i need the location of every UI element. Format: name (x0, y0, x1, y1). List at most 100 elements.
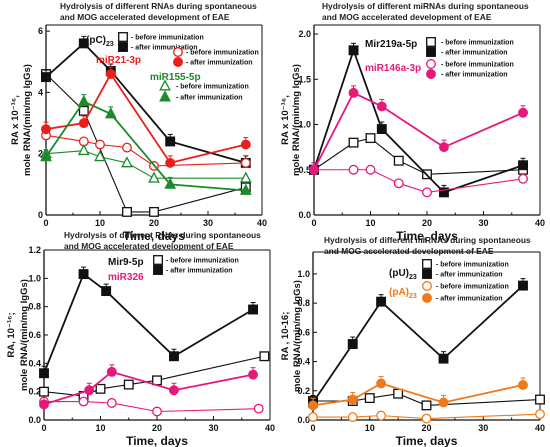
legend-marker-after (159, 90, 171, 102)
data-point-before (239, 171, 252, 183)
legend-text-before: - before immunization (436, 262, 509, 269)
legend-text-before: - before immunization (441, 62, 514, 69)
data-point-before (348, 137, 359, 148)
chart-title-line: Hydrolysis of different RNAs during spon… (60, 1, 257, 11)
legend-marker-before (422, 259, 432, 269)
x-tick-label: 10 (95, 218, 105, 228)
data-point-after (518, 160, 529, 171)
y-axis-label-line: mole RNA/(min/mg IgGs) (291, 64, 302, 176)
data-point-after (168, 351, 179, 362)
legend-marker-before (173, 47, 183, 57)
series-name-label: (pA)23 (389, 287, 417, 300)
series-name-label: miR21-3p (96, 55, 141, 66)
data-point-before (348, 164, 359, 175)
data-point-after (41, 124, 51, 135)
y-tick-label: 0.2 (297, 386, 310, 396)
series-line-before (313, 137, 524, 175)
data-point-before (393, 388, 404, 399)
legend-text-after: - after immunization (131, 45, 198, 52)
data-point-after (240, 139, 251, 150)
data-point-after (78, 269, 89, 280)
series-name-label: (pC)23 (86, 35, 114, 48)
data-point-after (164, 177, 177, 189)
data-point-after (348, 45, 359, 56)
y-tick-label: 4 (38, 87, 43, 97)
series-name-label: miR155-5p (150, 72, 201, 83)
chart-title-line: and MOG accelerated development of EAE (324, 246, 494, 256)
data-point-after (40, 150, 52, 162)
data-point-before (148, 171, 160, 183)
x-axis-label: Time, days (123, 229, 185, 243)
y-tick-label: 1.0 (28, 273, 41, 283)
x-tick-label: 10 (365, 423, 375, 433)
data-point-before (535, 394, 545, 405)
data-point-after (78, 118, 89, 129)
x-axis-label: Time, days (396, 434, 458, 447)
data-point-before (121, 156, 133, 168)
series-line-after (313, 91, 524, 171)
data-point-before (253, 403, 264, 414)
data-point-before (365, 164, 376, 175)
data-point-after (518, 107, 529, 118)
x-tick-label: 40 (535, 423, 545, 433)
y-tick-label: 6 (38, 26, 43, 36)
data-point-before (393, 155, 404, 166)
y-tick-label: 1.0 (298, 120, 311, 130)
x-tick-label: 0 (310, 423, 315, 433)
x-tick-label: 20 (149, 218, 159, 228)
data-point-before (122, 206, 132, 217)
data-point-after (41, 72, 51, 83)
chart-title-line: Hydrolysis of different miRNAs during sp… (322, 1, 529, 11)
legend-text-after: - after immunization (176, 95, 243, 102)
x-tick-label: 30 (208, 423, 218, 433)
data-point-before (122, 142, 132, 153)
data-point-after (376, 124, 387, 134)
data-point-before (422, 187, 432, 198)
y-tick-label: 2 (38, 149, 43, 159)
data-point-before (95, 383, 106, 394)
data-point-after (84, 385, 95, 396)
chart-panel-3: Hydrolysis of different RNAs during spon… (6, 230, 275, 447)
data-point-after (165, 136, 176, 147)
x-tick-label: 30 (203, 218, 213, 228)
legend-text-after: - after immunization (436, 296, 503, 303)
data-point-before (259, 351, 270, 362)
data-point-before (421, 400, 432, 411)
legend-marker-after (153, 265, 163, 275)
data-point-before (393, 178, 404, 189)
chart-panel-1: Hydrolysis of different RNAs during spon… (10, 1, 267, 243)
data-point-before (240, 157, 251, 168)
data-point-before (78, 105, 89, 116)
legend-text-after: - after immunization (441, 50, 508, 57)
legend-marker-before (426, 37, 436, 47)
x-axis-label: Time, days (126, 434, 188, 447)
x-tick-label: 0 (43, 218, 48, 228)
data-point-before (152, 375, 162, 386)
data-point-after (165, 157, 176, 168)
data-point-before (106, 398, 117, 408)
data-point-before (123, 379, 134, 390)
y-tick-label: 0.2 (28, 387, 41, 397)
series-name-label: miR146a-3p (365, 63, 421, 74)
data-point-before (149, 206, 159, 217)
data-point-after (347, 339, 358, 349)
data-point-after (101, 286, 112, 297)
y-tick-label: 0.0 (298, 210, 311, 220)
legend-marker-before (426, 59, 436, 69)
data-point-before (94, 150, 106, 162)
data-point-after (376, 296, 387, 307)
y-tick-label: 1.0 (297, 269, 310, 279)
series-line-before (314, 169, 524, 193)
y-axis-label-line: mole RNA/(min/mg IgGs) (19, 279, 30, 391)
series-line-before (43, 355, 265, 397)
series-name-label: Mir219a-5p (365, 39, 417, 50)
series-name-label: miR326 (108, 272, 144, 283)
data-point-after (77, 94, 90, 107)
chart-panel-2: Hydrolysis of different miRNAs during sp… (280, 1, 545, 243)
data-point-before (535, 409, 545, 420)
chart-panel-4: Hydrolysis of different miRNAs during sp… (280, 235, 545, 447)
data-point-after (308, 400, 318, 411)
y-tick-label: 0.0 (297, 415, 310, 425)
legend-text-before: - before immunization (436, 284, 509, 291)
